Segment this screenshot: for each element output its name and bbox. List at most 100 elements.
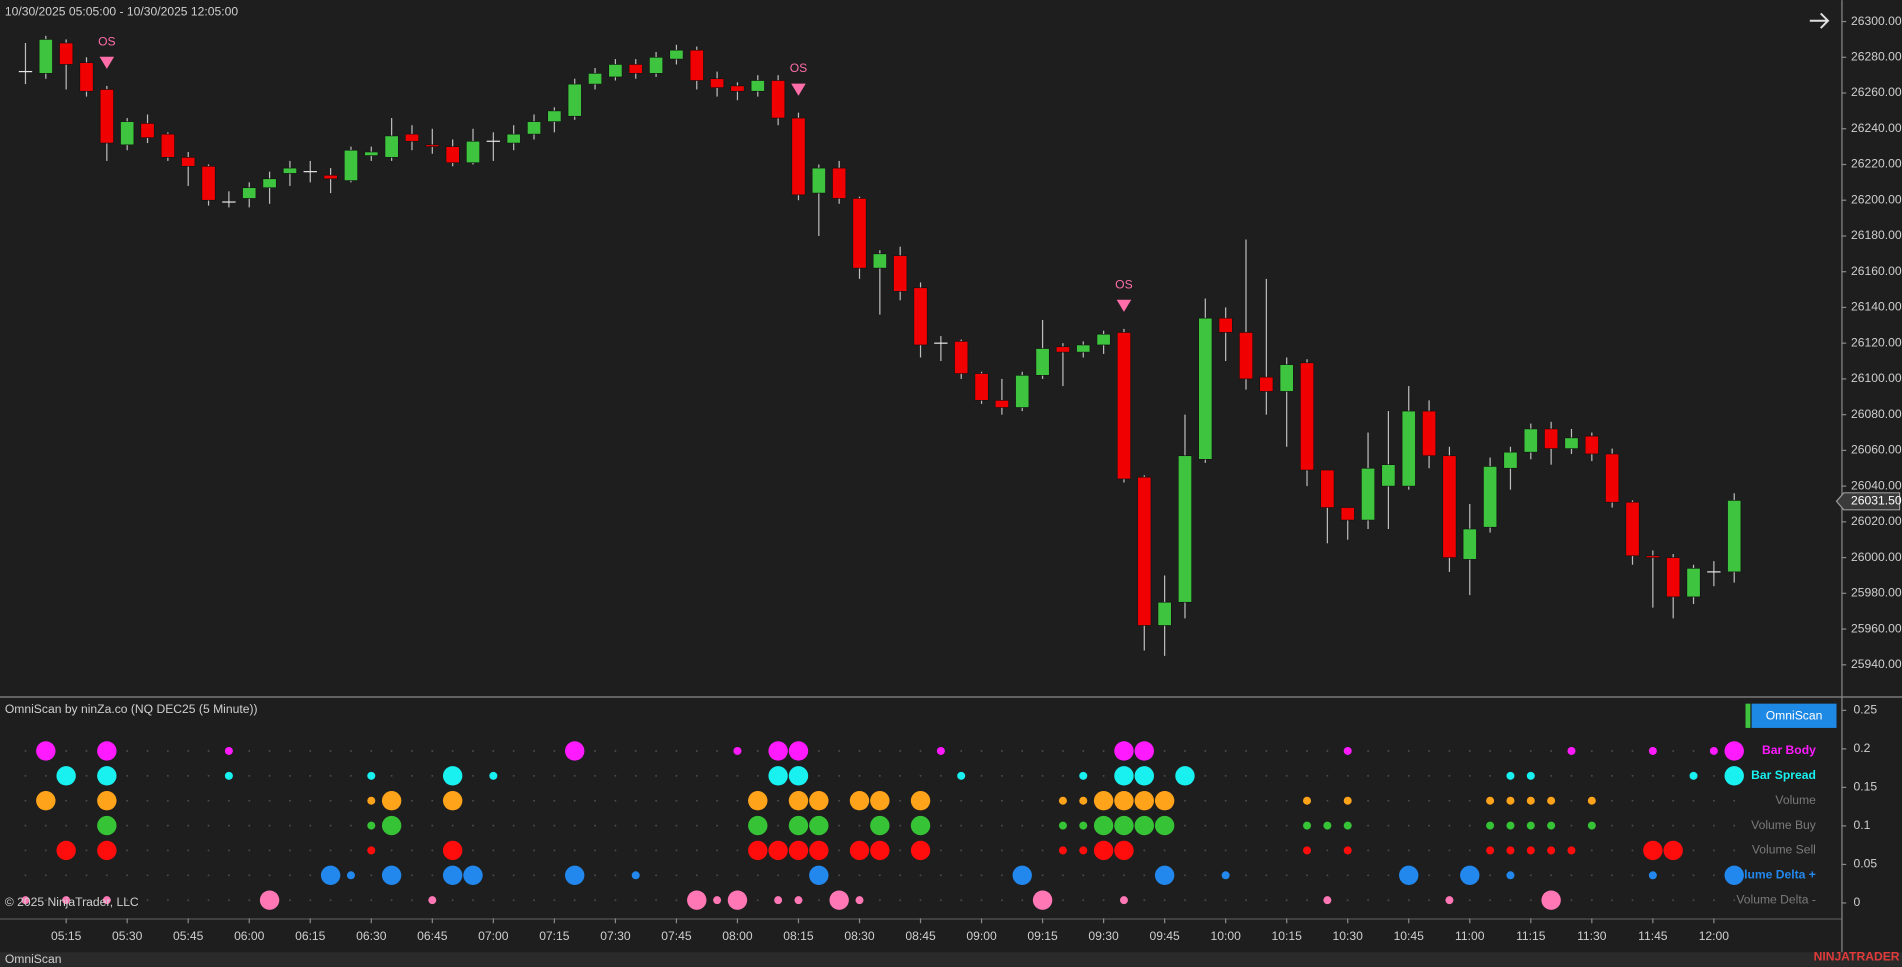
empty-dot: [1428, 799, 1431, 802]
signal-dot: [1079, 821, 1088, 830]
omniscan-button-label[interactable]: OmniScan: [1766, 709, 1823, 723]
candle-body: [1462, 528, 1477, 560]
empty-dot: [1265, 849, 1268, 852]
empty-dot: [1387, 774, 1390, 777]
signal-dot: [1567, 746, 1576, 755]
empty-dot: [858, 874, 861, 877]
empty-dot: [919, 749, 922, 752]
signal-dot: [56, 840, 76, 861]
candle-body: [649, 56, 664, 74]
empty-dot: [1041, 774, 1044, 777]
empty-dot: [1041, 749, 1044, 752]
empty-dot: [980, 899, 983, 902]
candle-body: [1422, 410, 1437, 457]
empty-dot: [1489, 774, 1492, 777]
empty-dot: [411, 824, 413, 827]
empty-dot: [1428, 749, 1431, 752]
empty-dot: [695, 849, 698, 852]
signal-dot: [1114, 741, 1134, 761]
empty-dot: [939, 774, 942, 777]
empty-dot: [1326, 799, 1329, 802]
os-marker: [99, 56, 115, 69]
empty-dot: [1367, 749, 1370, 752]
tab-label[interactable]: OmniScan: [5, 952, 62, 966]
empty-dot: [634, 849, 637, 852]
empty-dot: [451, 899, 454, 902]
candle-body: [222, 201, 236, 203]
empty-dot: [1672, 749, 1675, 752]
empty-dot: [1265, 899, 1268, 902]
empty-dot: [492, 749, 495, 752]
os-label: OS: [98, 34, 116, 48]
empty-dot: [533, 774, 535, 777]
empty-dot: [1570, 799, 1573, 802]
empty-dot: [919, 774, 922, 777]
signal-dot: [748, 790, 768, 811]
signal-dot: [1724, 766, 1744, 786]
candle-body: [262, 178, 277, 189]
y-tick-label: 26240.00: [1851, 121, 1902, 135]
os-label: OS: [790, 61, 808, 75]
candle-body: [343, 149, 358, 181]
empty-dot: [431, 824, 434, 827]
signal-dot: [36, 741, 56, 761]
candle-body: [1605, 453, 1620, 503]
signal-dot: [1343, 846, 1352, 855]
empty-dot: [939, 824, 942, 827]
empty-dot: [268, 799, 271, 802]
candle-body: [486, 140, 501, 142]
empty-dot: [1306, 874, 1309, 877]
empty-dot: [1672, 799, 1675, 802]
empty-dot: [655, 824, 658, 827]
candle-body: [425, 144, 440, 147]
empty-dot: [1265, 799, 1268, 802]
empty-dot: [44, 899, 47, 902]
empty-dot: [1387, 799, 1390, 802]
signal-dot: [1567, 846, 1576, 855]
x-tick-label: 10:15: [1272, 929, 1303, 943]
empty-dot: [1143, 874, 1146, 877]
empty-dot: [960, 749, 963, 752]
empty-dot: [1367, 824, 1370, 827]
empty-dot: [411, 849, 413, 852]
signal-dot: [367, 771, 376, 780]
signal-dot: [1486, 821, 1495, 830]
omniscan-button[interactable]: [1751, 703, 1837, 728]
candle-body: [1259, 376, 1274, 392]
empty-dot: [1061, 749, 1064, 752]
indicator-title: OmniScan by ninZa.co (NQ DEC25 (5 Minute…: [5, 702, 258, 716]
arrow-icon[interactable]: [1809, 12, 1830, 29]
x-tick-label: 07:15: [539, 929, 570, 943]
empty-dot: [980, 849, 983, 852]
x-tick-label: 08:30: [844, 929, 875, 943]
y-tick-label: 26140.00: [1851, 300, 1902, 314]
candle-body: [1686, 568, 1701, 598]
x-tick-label: 06:30: [356, 929, 387, 943]
empty-dot: [614, 799, 617, 802]
candle-body: [99, 89, 114, 144]
signal-dot: [1114, 790, 1134, 811]
empty-dot: [736, 849, 739, 852]
empty-dot: [1651, 899, 1654, 902]
x-tick-label: 06:00: [234, 929, 265, 943]
y-tick-label: 26100.00: [1851, 371, 1902, 385]
signal-dot: [1012, 865, 1032, 886]
candle-body: [1055, 346, 1070, 353]
candle-body: [1015, 375, 1030, 408]
empty-dot: [1285, 774, 1288, 777]
empty-dot: [1346, 899, 1349, 902]
x-tick-label: 09:45: [1149, 929, 1180, 943]
candle-body: [1442, 455, 1457, 558]
signal-dot: [1134, 741, 1154, 761]
empty-dot: [44, 824, 47, 827]
empty-dot: [309, 774, 312, 777]
signal-dot: [1547, 846, 1556, 855]
empty-dot: [126, 774, 129, 777]
empty-dot: [614, 874, 617, 877]
signal-dot: [1663, 840, 1683, 861]
empty-dot: [533, 799, 535, 802]
empty-dot: [1265, 824, 1268, 827]
signal-dot: [1079, 771, 1088, 780]
empty-dot: [614, 824, 617, 827]
